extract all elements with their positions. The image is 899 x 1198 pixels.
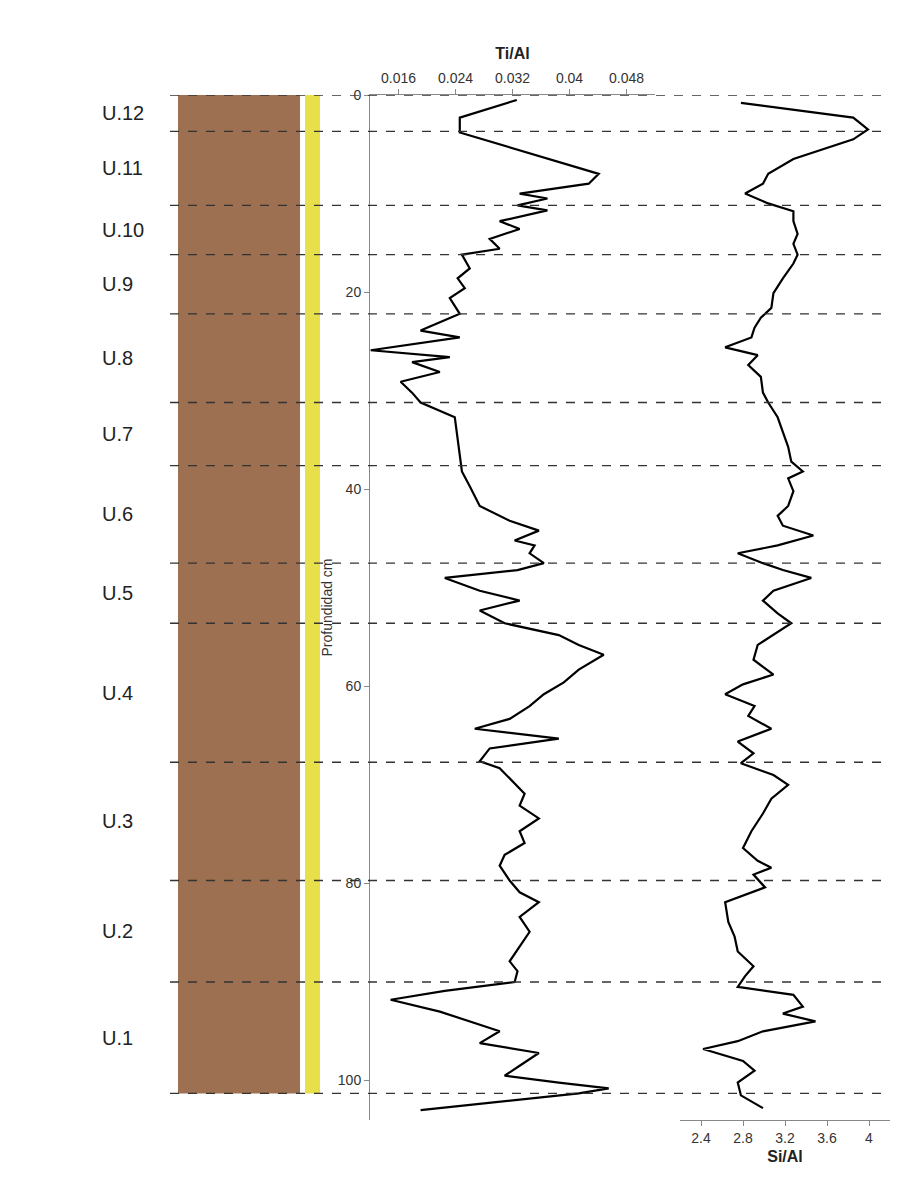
svg-text:100: 100	[338, 1072, 362, 1088]
svg-text:80: 80	[346, 875, 362, 891]
svg-text:0.024: 0.024	[438, 70, 473, 86]
svg-text:U.11: U.11	[102, 157, 143, 179]
svg-text:0.048: 0.048	[609, 70, 644, 86]
svg-text:U.7: U.7	[102, 423, 133, 445]
svg-text:40: 40	[346, 481, 362, 497]
svg-text:U.10: U.10	[102, 219, 144, 241]
svg-text:U.6: U.6	[102, 503, 133, 525]
svg-text:4: 4	[865, 1130, 873, 1146]
svg-text:0: 0	[353, 87, 361, 103]
svg-text:Ti/Al: Ti/Al	[495, 45, 529, 62]
svg-text:U.5: U.5	[102, 582, 133, 604]
svg-text:0.016: 0.016	[381, 70, 416, 86]
svg-text:0.032: 0.032	[495, 70, 530, 86]
svg-text:2.8: 2.8	[733, 1130, 753, 1146]
svg-text:U.2: U.2	[102, 920, 133, 942]
svg-text:20: 20	[346, 284, 362, 300]
svg-text:3.2: 3.2	[775, 1130, 795, 1146]
svg-text:U.9: U.9	[102, 273, 133, 295]
svg-text:U.1: U.1	[102, 1027, 133, 1049]
svg-text:60: 60	[346, 678, 362, 694]
svg-text:Si/Al: Si/Al	[767, 1148, 803, 1165]
svg-text:U.4: U.4	[102, 682, 133, 704]
svg-text:U.8: U.8	[102, 347, 133, 369]
svg-text:U.12: U.12	[102, 102, 144, 124]
svg-text:U.3: U.3	[102, 810, 133, 832]
svg-text:Profundidad cm: Profundidad cm	[319, 558, 335, 656]
svg-text:0.04: 0.04	[556, 70, 583, 86]
svg-text:2.4: 2.4	[691, 1130, 711, 1146]
svg-text:3.6: 3.6	[817, 1130, 837, 1146]
